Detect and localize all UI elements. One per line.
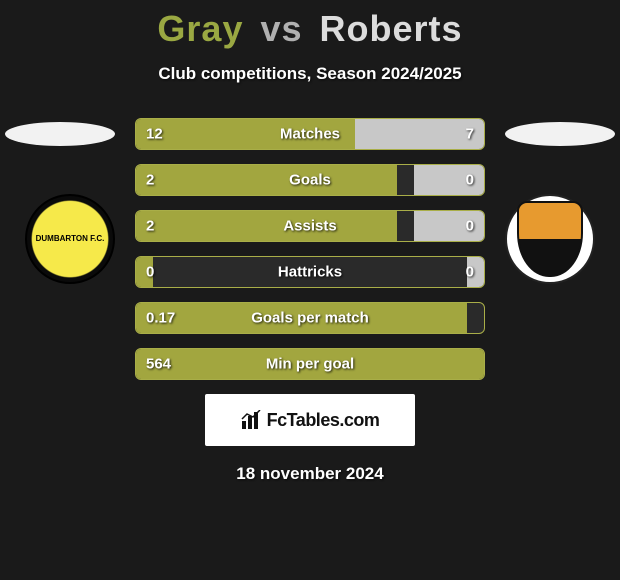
stat-label: Goals per match	[251, 310, 369, 327]
stat-value-left: 0	[146, 264, 154, 281]
stat-value-left: 2	[146, 172, 154, 189]
stat-label: Matches	[280, 126, 340, 143]
stat-label: Hattricks	[278, 264, 342, 281]
brand-badge[interactable]: FcTables.com	[205, 394, 415, 446]
stat-row: 0.17 Goals per match	[135, 302, 485, 334]
header: Gray vs Roberts Club competitions, Seaso…	[0, 0, 620, 84]
chart-icon	[241, 410, 263, 430]
stat-value-left: 12	[146, 126, 163, 143]
stat-value-right: 0	[466, 172, 474, 189]
bar-left	[136, 165, 397, 195]
stat-value-right: 0	[466, 218, 474, 235]
player2-photo-placeholder	[505, 122, 615, 146]
subtitle: Club competitions, Season 2024/2025	[0, 64, 620, 84]
main-content: DUMBARTON F.C. 12 7 Matches 2 0 Goals 2 0 Assist…	[0, 118, 620, 484]
stat-value-right: 7	[466, 126, 474, 143]
stat-value-right: 0	[466, 264, 474, 281]
club-left-label: DUMBARTON F.C.	[36, 235, 105, 243]
vs-text: vs	[260, 8, 302, 49]
brand-text: FcTables.com	[267, 410, 380, 431]
stats-bars: 12 7 Matches 2 0 Goals 2 0 Assists 0 0 Hattricks 0.1…	[135, 118, 485, 380]
player1-photo-placeholder	[5, 122, 115, 146]
stat-label: Assists	[283, 218, 336, 235]
stat-label: Min per goal	[266, 356, 354, 373]
stat-label: Goals	[289, 172, 331, 189]
stat-row: 2 0 Assists	[135, 210, 485, 242]
club-crest-right	[505, 194, 595, 284]
stat-value-left: 2	[146, 218, 154, 235]
comparison-title: Gray vs Roberts	[0, 8, 620, 50]
club-crest-left: DUMBARTON F.C.	[25, 194, 115, 284]
player2-name: Roberts	[320, 8, 463, 49]
stat-row: 12 7 Matches	[135, 118, 485, 150]
player1-name: Gray	[157, 8, 243, 49]
bar-left	[136, 211, 397, 241]
stat-value-left: 0.17	[146, 310, 175, 327]
stat-value-left: 564	[146, 356, 171, 373]
stat-row: 564 Min per goal	[135, 348, 485, 380]
date-text: 18 november 2024	[10, 464, 610, 484]
club-right-shield	[517, 201, 583, 277]
stat-row: 2 0 Goals	[135, 164, 485, 196]
stat-row: 0 0 Hattricks	[135, 256, 485, 288]
